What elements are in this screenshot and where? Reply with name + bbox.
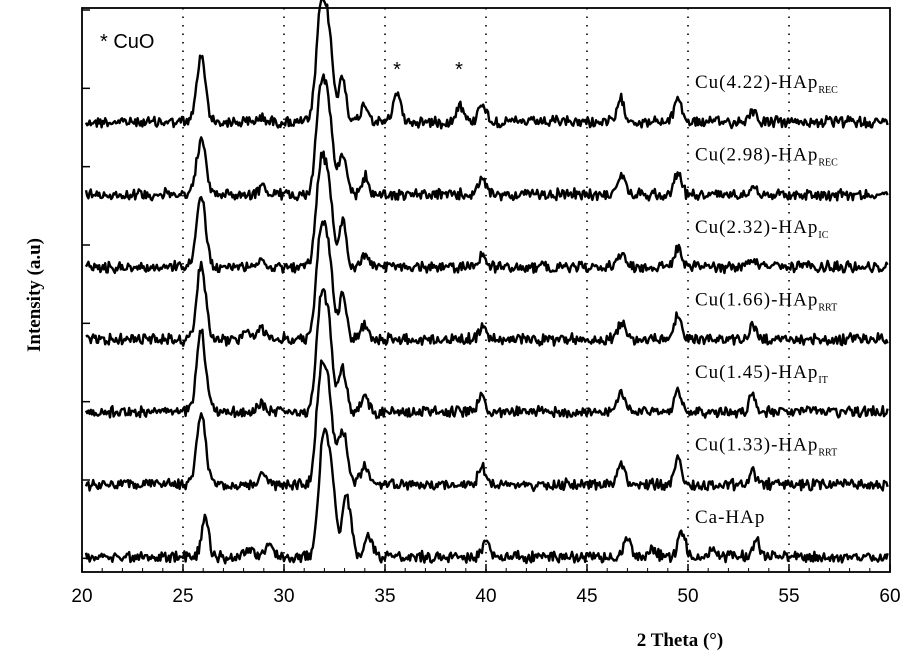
x-tick-label: 55: [778, 586, 799, 607]
cuo-marker-2: *: [455, 59, 463, 81]
series-line: [84, 359, 889, 493]
y-axis-ticks: [82, 9, 90, 560]
x-tick-label: 45: [576, 586, 597, 607]
series-line: [84, 0, 889, 130]
x-tick-label: 25: [172, 586, 193, 607]
cuo-marker-1: *: [393, 59, 401, 81]
x-tick-label: 30: [273, 586, 294, 607]
series-label: Cu(2.98)-HApREC: [695, 145, 838, 169]
series-label: Cu(4.22)-HApREC: [695, 72, 838, 96]
series-label: Cu(1.66)-HApRRT: [695, 290, 837, 314]
x-tick-label: 50: [677, 586, 698, 607]
series-line: [84, 288, 889, 420]
series-lines: [84, 0, 889, 565]
cuo-legend-note: * CuO: [100, 31, 154, 53]
series-line: [84, 150, 889, 275]
series-label: Cu(1.45)-HApIT: [695, 362, 828, 386]
series-line: [84, 427, 889, 565]
grid-lines: [182, 8, 790, 572]
x-axis-ticks: 20 25 30 35 40 45 50 55 60: [71, 564, 901, 607]
y-axis-title: Intensity (a.u): [24, 238, 45, 352]
series-label: Cu(1.33)-HApRRT: [695, 435, 837, 459]
series-line: [84, 73, 889, 202]
x-tick-label: 60: [879, 586, 900, 607]
x-axis-title: 2 Theta (°): [637, 630, 723, 651]
x-tick-label: 20: [71, 586, 92, 607]
series-label: Cu(2.32)-HApIC: [695, 217, 829, 241]
series-line: [85, 219, 889, 347]
x-tick-label: 35: [374, 586, 395, 607]
series-label: Ca-HAp: [695, 507, 765, 528]
series-labels: Cu(4.22)-HApREC Cu(2.98)-HApREC Cu(2.32)-H…: [695, 72, 838, 528]
x-tick-label: 40: [475, 586, 496, 607]
